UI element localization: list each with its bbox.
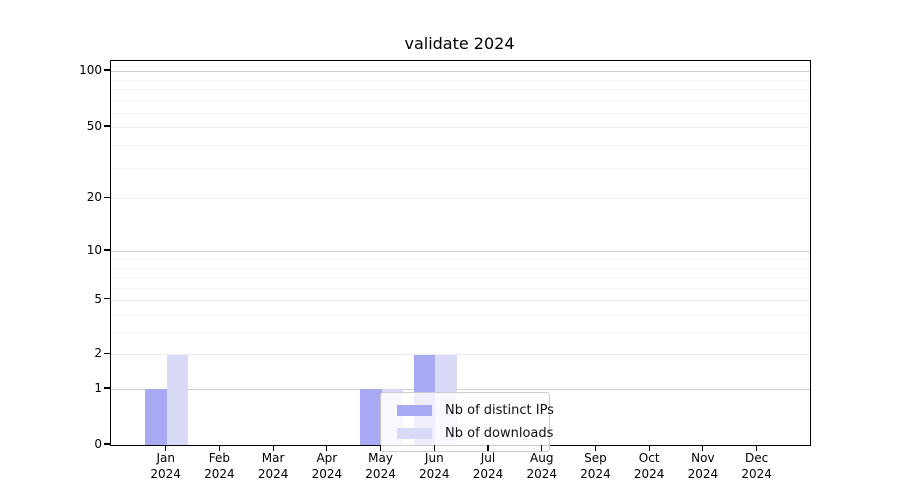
- gridline-50: [111, 127, 810, 129]
- year-label: 2024: [311, 466, 343, 481]
- y-tick-mark: [104, 352, 110, 355]
- y-tick-mark: [104, 125, 110, 127]
- month-label: May: [368, 451, 393, 465]
- x-tick-label-dec: Dec 2024: [729, 451, 785, 482]
- minor-gridline: [111, 145, 810, 147]
- x-tick-label-apr: Apr 2024: [299, 451, 355, 482]
- minor-gridline: [111, 267, 810, 269]
- year-label: 2024: [204, 466, 235, 481]
- month-label: Jan: [156, 451, 175, 465]
- x-tick-label-oct: Oct 2024: [621, 451, 677, 482]
- x-tick-label-feb: Feb 2024: [191, 451, 247, 482]
- month-label: Jul: [480, 451, 496, 465]
- minor-gridline: [111, 332, 810, 334]
- gridline-100: [111, 70, 810, 72]
- gridline-10: [111, 251, 810, 252]
- y-tick-label-0: 0: [94, 437, 102, 451]
- legend-label: Nb of downloads: [445, 426, 554, 441]
- year-label: 2024: [257, 466, 289, 481]
- y-tick-mark: [104, 196, 110, 199]
- x-tick-label-may: May 2024: [353, 451, 409, 482]
- y-tick-mark: [104, 249, 110, 251]
- year-label: 2024: [526, 466, 557, 481]
- month-label: Jun: [424, 451, 444, 465]
- minor-gridline: [111, 277, 810, 279]
- y-tick-label-5: 5: [94, 291, 102, 306]
- month-label: Apr: [316, 451, 338, 465]
- month-label: Mar: [261, 451, 285, 465]
- bar-distinct-ips-may: [360, 389, 382, 445]
- y-tick-label-10: 10: [86, 243, 102, 257]
- x-tick-label-jan: Jan 2024: [138, 451, 194, 482]
- plot-area: Nb of distinct IPs Nb of downloads: [110, 60, 811, 452]
- x-tick-mark: [648, 445, 650, 451]
- legend-swatch-distinct-ips: [397, 405, 432, 416]
- year-label: 2024: [687, 466, 719, 481]
- minor-gridline: [111, 288, 810, 290]
- year-label: 2024: [150, 466, 181, 481]
- minor-gridline: [111, 167, 810, 169]
- x-tick-label-jun: Jun 2024: [406, 451, 462, 482]
- bar-distinct-ips-jan: [145, 389, 167, 445]
- month-label: Sep: [584, 451, 607, 465]
- y-tick-label-100: 100: [79, 62, 102, 77]
- gridline-20: [111, 198, 810, 200]
- x-tick-mark: [541, 445, 543, 451]
- bar-downloads-jan: [166, 354, 189, 445]
- year-label: 2024: [419, 466, 450, 481]
- x-tick-mark: [379, 445, 382, 451]
- year-label: 2024: [365, 466, 396, 481]
- x-tick-label-mar: Mar 2024: [245, 451, 301, 482]
- legend-label: Nb of distinct IPs: [445, 403, 554, 418]
- x-tick-mark: [756, 445, 758, 451]
- gridline-1: [111, 389, 810, 390]
- month-label: Aug: [530, 451, 554, 465]
- minor-gridline: [111, 89, 810, 91]
- gridline-5: [111, 299, 810, 301]
- x-tick-label-jul: Jul 2024: [460, 451, 516, 482]
- y-tick-mark: [104, 297, 110, 300]
- x-tick-mark: [594, 445, 597, 451]
- legend-item: Nb of downloads: [397, 422, 553, 445]
- x-tick-label-sep: Sep 2024: [567, 451, 623, 482]
- x-tick-mark: [326, 445, 328, 451]
- x-tick-mark: [702, 445, 704, 451]
- month-label: Feb: [208, 451, 231, 465]
- y-tick-label-20: 20: [86, 190, 102, 205]
- year-label: 2024: [580, 466, 611, 481]
- x-tick-mark: [218, 445, 220, 451]
- x-tick-mark: [487, 445, 489, 451]
- y-tick-label-2: 2: [94, 346, 102, 361]
- minor-gridline: [111, 112, 810, 114]
- minor-gridline: [111, 100, 810, 102]
- y-tick-label-50: 50: [86, 119, 102, 134]
- month-label: Dec: [744, 451, 769, 465]
- month-label: Nov: [691, 451, 715, 465]
- chart-title: validate 2024: [404, 34, 515, 53]
- year-label: 2024: [633, 466, 665, 481]
- y-tick-mark: [104, 443, 110, 445]
- minor-gridline: [111, 259, 810, 261]
- gridline-2: [111, 354, 810, 356]
- year-label: 2024: [741, 466, 772, 481]
- y-tick-label-1: 1: [94, 381, 102, 395]
- legend-swatch-downloads: [397, 428, 432, 439]
- y-tick-mark: [104, 69, 110, 71]
- minor-gridline: [111, 314, 810, 316]
- legend-item: Nb of distinct IPs: [397, 399, 554, 422]
- x-tick-mark: [165, 445, 167, 451]
- x-tick-mark: [272, 445, 274, 451]
- year-label: 2024: [472, 466, 504, 481]
- legend: Nb of distinct IPs Nb of downloads: [380, 392, 554, 452]
- minor-gridline: [111, 79, 810, 81]
- y-tick-mark: [104, 387, 110, 389]
- x-tick-mark: [433, 445, 435, 451]
- x-tick-label-aug: Aug 2024: [514, 451, 570, 482]
- x-tick-label-nov: Nov 2024: [675, 451, 731, 482]
- month-label: Oct: [638, 451, 660, 465]
